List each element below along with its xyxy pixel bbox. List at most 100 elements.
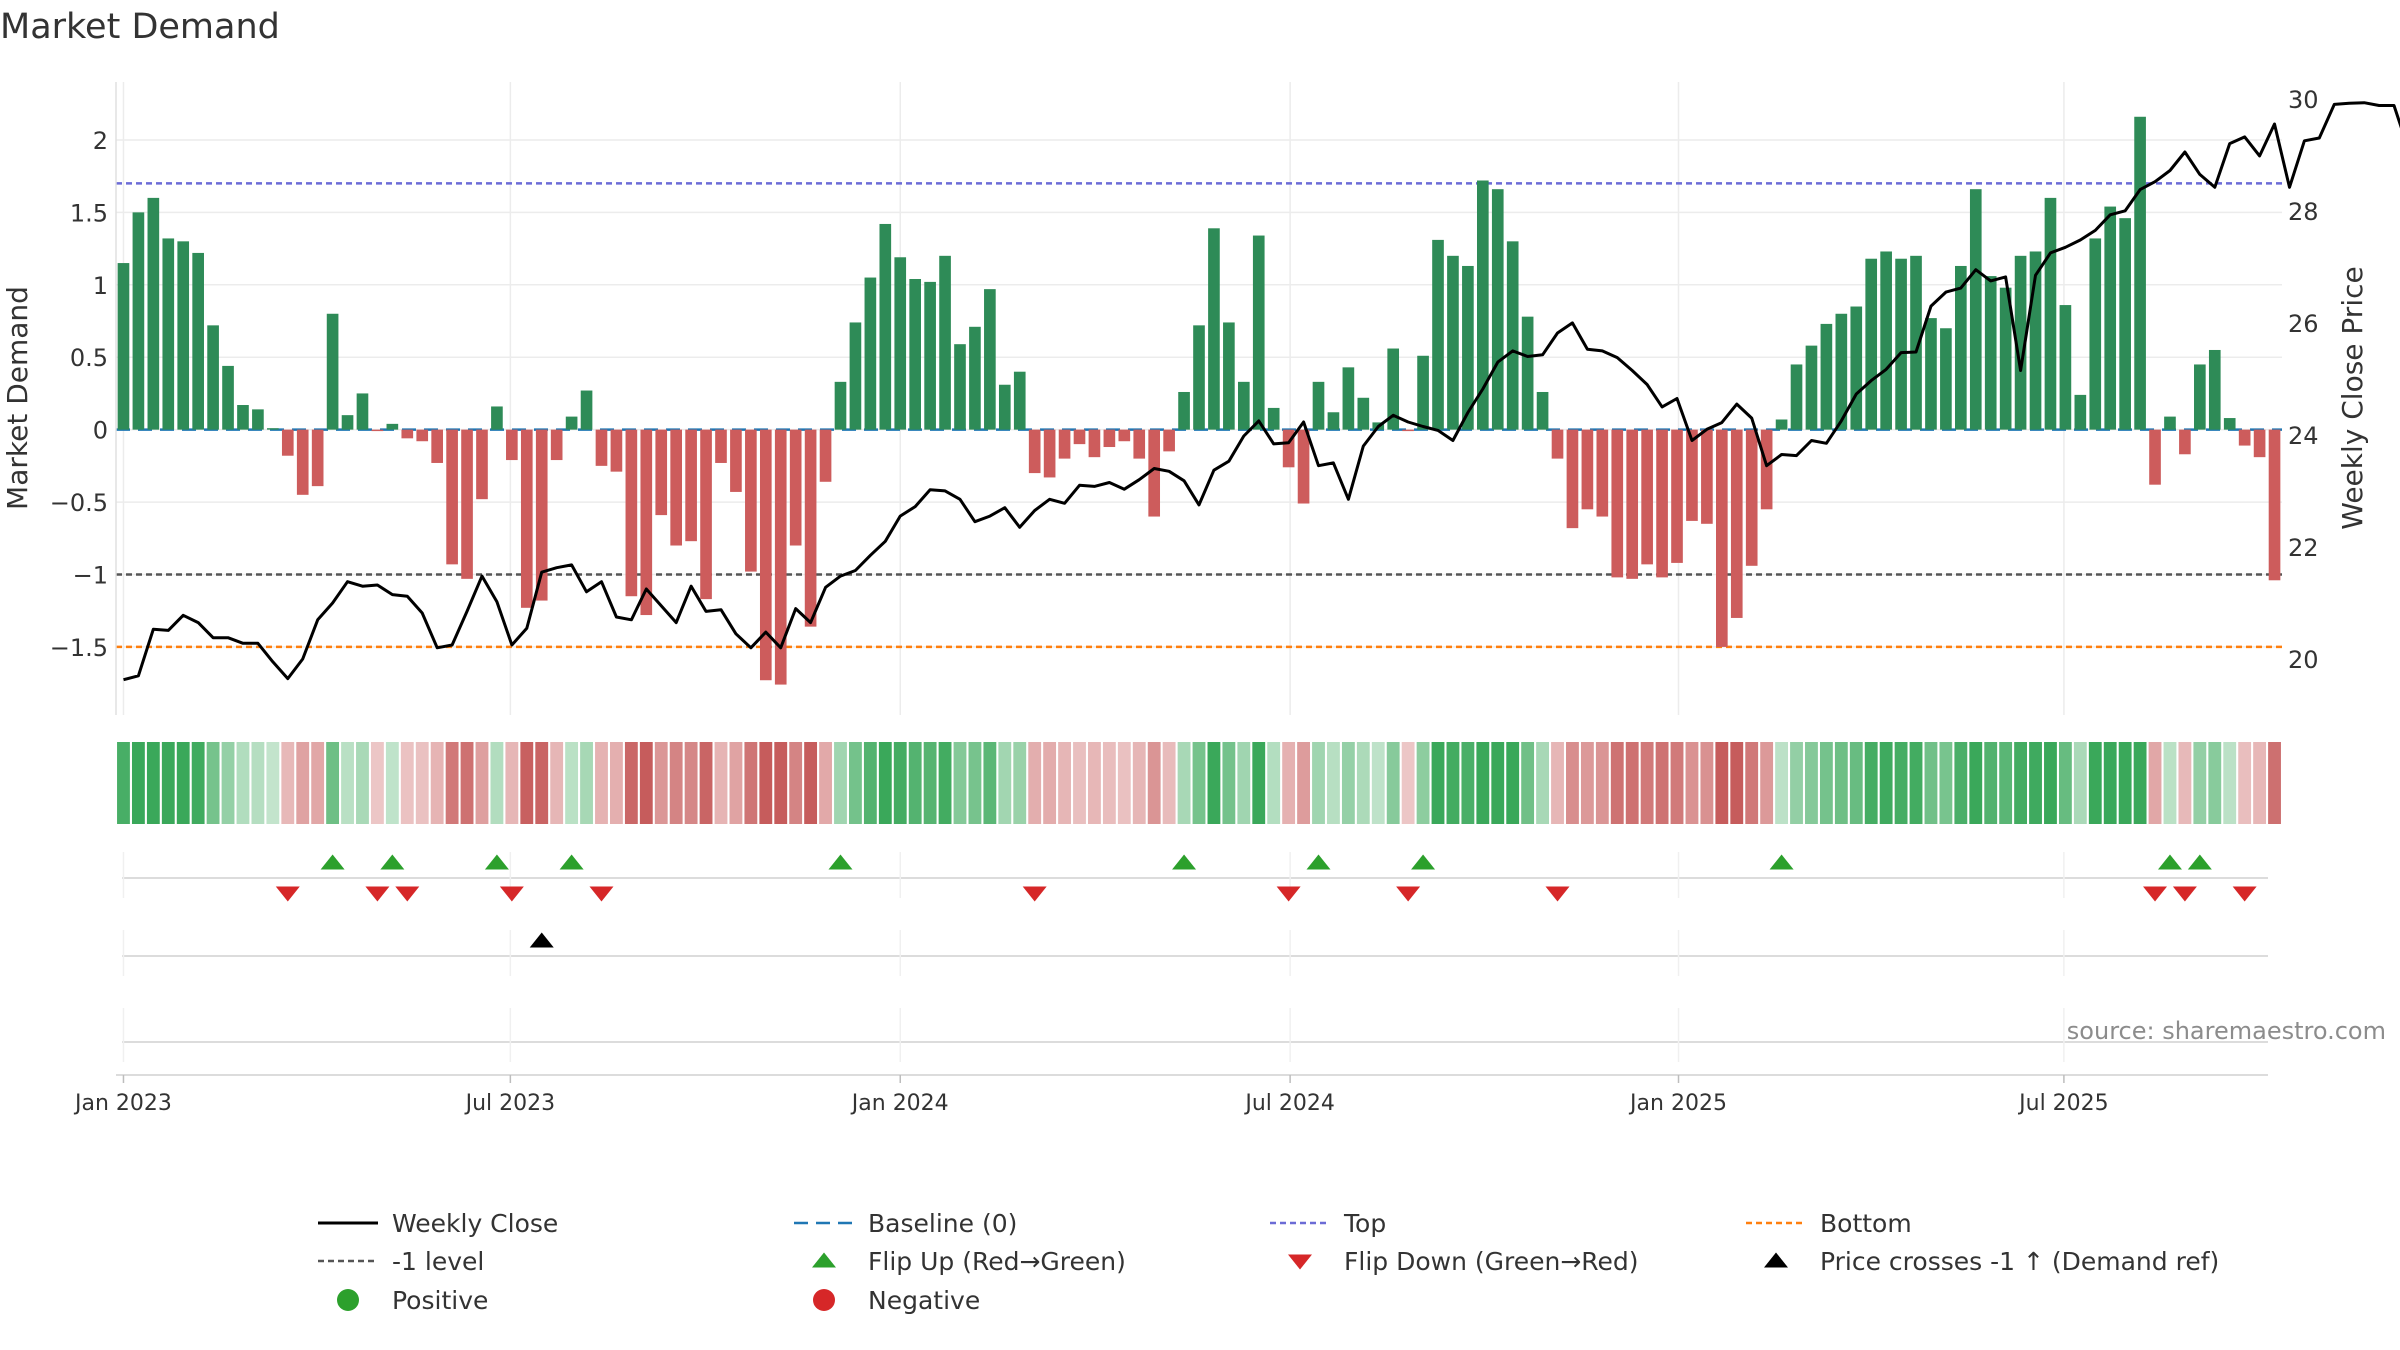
heat-cell — [490, 742, 504, 824]
flip-up-marker — [380, 854, 405, 870]
flip-up-marker — [1306, 854, 1331, 870]
price-cross-panel — [122, 930, 2268, 976]
heat-cell — [131, 742, 145, 824]
positive-bar — [1417, 355, 1429, 430]
positive-bar — [1969, 189, 1982, 430]
heat-cell — [923, 742, 937, 824]
heat-cell — [1849, 742, 1863, 824]
heat-cell — [2133, 742, 2147, 824]
positive-bar — [969, 326, 981, 430]
heat-cell — [2238, 742, 2252, 824]
heat-cell — [341, 742, 354, 824]
heat-cell — [1551, 742, 1564, 824]
heat-cell — [863, 742, 877, 824]
negative-bar — [2179, 429, 2191, 455]
negative-bar — [655, 429, 668, 516]
positive-bar — [894, 257, 907, 430]
legend-item: Flip Down (Green→Red) — [1288, 1247, 1639, 1276]
positive-bar — [491, 406, 503, 430]
heat-cell — [699, 742, 713, 824]
y2-tick-label: 24 — [2288, 422, 2319, 450]
negative-bar — [311, 429, 324, 487]
positive-bar — [998, 384, 1011, 430]
heat-cell — [1909, 742, 1923, 824]
heat-cell — [1790, 742, 1803, 824]
positive-bar — [565, 416, 578, 430]
heat-cell — [2148, 742, 2162, 824]
heat-cell — [1207, 742, 1221, 824]
positive-bar — [1536, 391, 1549, 430]
demand-heat-strip — [117, 742, 2281, 824]
positive-bar — [909, 278, 922, 430]
positive-bar — [2194, 364, 2206, 430]
flip-up-marker — [1769, 854, 1794, 870]
heat-cell — [1102, 742, 1116, 824]
positive-bar — [1999, 287, 2012, 430]
negative-bar — [759, 429, 772, 681]
heat-cell — [1521, 742, 1535, 824]
heat-cell — [430, 742, 444, 824]
negative-bar — [685, 429, 697, 542]
heat-cell — [1939, 742, 1953, 824]
heat-cell — [789, 742, 803, 824]
heat-cell — [2073, 742, 2087, 824]
heat-cell — [1834, 742, 1848, 824]
heat-cell — [1775, 742, 1789, 824]
negative-bar — [371, 429, 384, 432]
positive-bar — [1432, 239, 1444, 430]
heat-cell — [520, 742, 534, 824]
negative-bar — [1148, 429, 1161, 517]
positive-bar — [1790, 364, 1803, 430]
axes-layer: −1.5 −1 −0.5 0 0.5 1 1.5 2 20 22 24 26 28 30 — [50, 82, 2319, 715]
positive-bar — [1476, 180, 1489, 430]
legend-item: -1 level — [318, 1247, 484, 1276]
positive-bar — [117, 263, 130, 430]
heat-cell — [2253, 742, 2267, 824]
heat-cell — [1685, 742, 1699, 824]
positive-bar — [984, 289, 996, 430]
heat-cell — [1446, 742, 1460, 824]
negative-bar — [595, 429, 608, 466]
negative-bar — [1611, 429, 1624, 578]
negative-bar — [700, 429, 712, 600]
positive-bar — [1208, 228, 1220, 430]
heat-cell — [1879, 742, 1893, 824]
positive-bar — [954, 344, 966, 430]
y-tick-label: −0.5 — [50, 489, 108, 517]
positive-bar — [1865, 258, 1878, 430]
heat-cell — [1371, 742, 1385, 824]
heat-cell — [1252, 742, 1266, 824]
positive-bar — [2044, 197, 2057, 430]
heat-cell — [1566, 742, 1579, 824]
negative-bar — [804, 429, 817, 627]
flip-down-marker — [499, 886, 524, 902]
heat-cell — [1625, 742, 1639, 824]
positive-bar — [834, 381, 847, 430]
negative-bar — [1626, 429, 1639, 579]
heat-cell — [938, 742, 952, 824]
negative-bar — [281, 429, 294, 456]
positive-bar — [939, 255, 951, 430]
heat-cell — [1536, 742, 1549, 824]
positive-bar — [1925, 318, 1937, 430]
flip-up-marker — [559, 854, 584, 870]
positive-bar — [147, 197, 160, 430]
heat-cell — [1297, 742, 1310, 824]
legend-label: Positive — [392, 1286, 488, 1315]
heat-cell — [804, 742, 818, 824]
heat-cell — [1745, 742, 1759, 824]
positive-bar — [326, 313, 339, 430]
flip-down-marker — [1545, 886, 1570, 902]
heat-cell — [2118, 742, 2132, 824]
x-tick-label: Jan 2024 — [850, 1091, 949, 1116]
negative-bar — [476, 429, 488, 500]
heat-cell — [1416, 742, 1430, 824]
heat-cell — [1700, 742, 1714, 824]
x-tick-label: Jan 2023 — [73, 1091, 172, 1116]
flip-up-marker — [320, 854, 345, 870]
negative-bar — [715, 429, 727, 463]
x-tick-label: Jul 2024 — [1243, 1091, 1335, 1116]
y-tick-label: −1.5 — [50, 634, 108, 662]
negative-bar — [416, 429, 429, 442]
positive-bar — [849, 322, 862, 430]
